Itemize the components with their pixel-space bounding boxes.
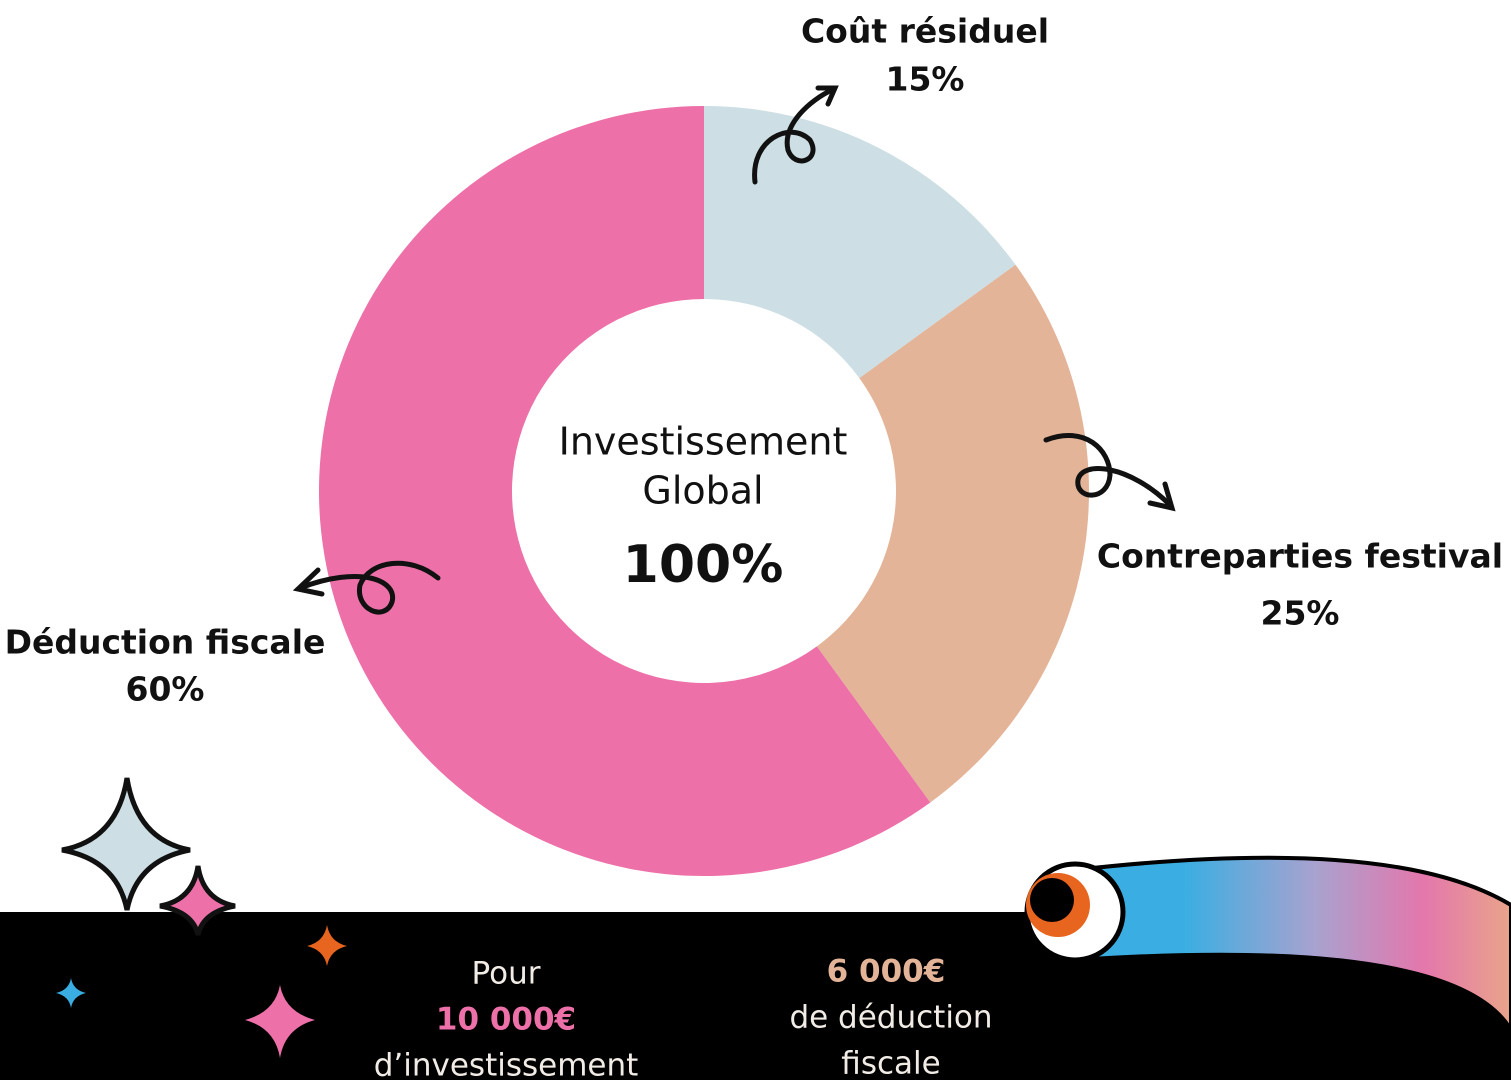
value-label: 15% xyxy=(886,60,965,99)
value-label: 60% xyxy=(126,670,205,709)
value-label: 25% xyxy=(1261,594,1340,633)
segment-label: Contreparties festival xyxy=(1097,537,1503,576)
segment-label: Déduction fiscale xyxy=(5,623,326,662)
center-label: Global xyxy=(642,469,763,513)
segment-label: Coût résiduel xyxy=(801,12,1049,51)
center-label: Investissement xyxy=(559,420,848,464)
center-value: 100% xyxy=(623,535,784,595)
sparkle xyxy=(62,778,190,910)
footer-text: fiscale xyxy=(841,1046,940,1080)
footer-text: Pour xyxy=(472,956,541,992)
comet-pupil xyxy=(1030,878,1074,922)
footer-amount: 10 000€ xyxy=(436,1002,576,1038)
chart: Investissement Global 100% Coût résiduel… xyxy=(0,0,1511,1080)
footer-text: de déduction xyxy=(789,1000,992,1036)
footer-text: d’investissement xyxy=(374,1048,639,1080)
footer-amount: 6 000€ xyxy=(827,954,946,990)
